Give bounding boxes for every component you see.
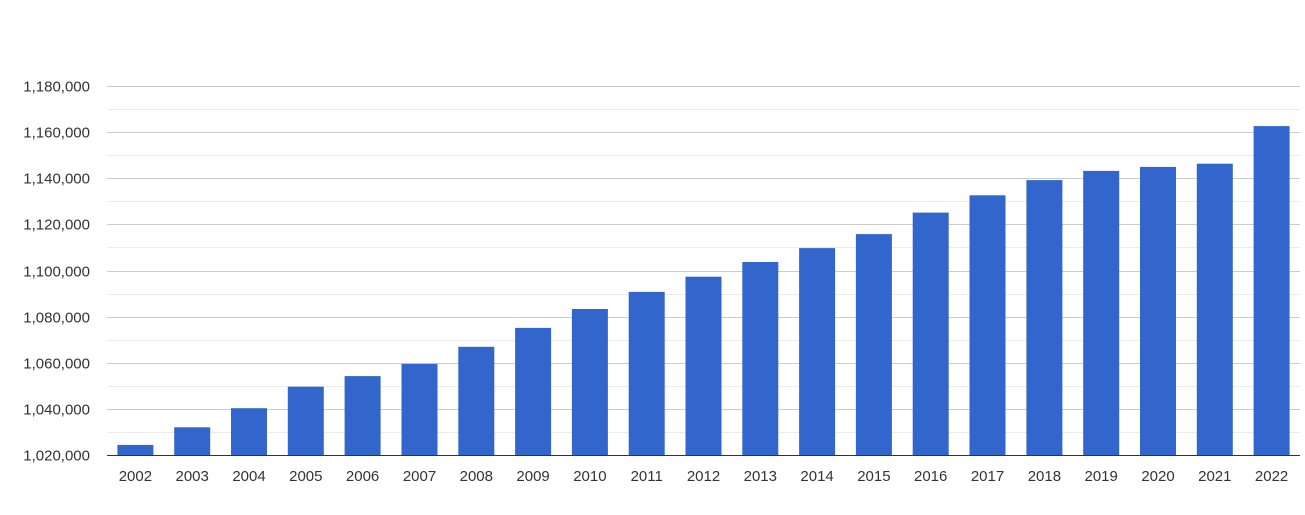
x-tick-label: 2013 (744, 468, 777, 485)
bar-2008 (458, 346, 495, 455)
y-tick-label: 1,060,000 (23, 356, 90, 373)
y-tick-label: 1,080,000 (23, 310, 90, 327)
bar-2022 (1253, 126, 1290, 455)
x-tick-label: 2002 (119, 468, 152, 485)
bar-2017 (969, 195, 1006, 456)
x-tick-label: 2010 (573, 468, 606, 485)
x-tick-label: 2012 (687, 468, 720, 485)
bar-2015 (855, 234, 892, 455)
y-tick-label: 1,140,000 (23, 171, 90, 188)
y-tick-label: 1,120,000 (23, 217, 90, 234)
bar-2006 (344, 376, 381, 455)
y-axis-tick-labels: 1,020,000 1,040,000 1,060,000 1,080,000 1,10… (23, 79, 90, 465)
x-tick-label: 2017 (971, 468, 1004, 485)
bar-2010 (571, 309, 608, 455)
bar-2011 (628, 291, 665, 455)
x-tick-label: 2004 (232, 468, 265, 485)
x-tick-label: 2009 (516, 468, 549, 485)
bar-2003 (174, 427, 211, 455)
x-tick-label: 2003 (176, 468, 209, 485)
bar-2007 (401, 363, 438, 455)
x-tick-label: 2006 (346, 468, 379, 485)
x-tick-label: 2015 (857, 468, 890, 485)
y-tick-label: 1,160,000 (23, 125, 90, 142)
x-tick-label: 2019 (1085, 468, 1118, 485)
x-tick-label: 2020 (1141, 468, 1174, 485)
bar-2009 (515, 327, 552, 455)
bar-2012 (685, 276, 722, 455)
bar-2016 (912, 212, 949, 455)
x-tick-label: 2016 (914, 468, 947, 485)
bar-2020 (1140, 166, 1176, 455)
x-tick-label: 2018 (1028, 468, 1061, 485)
y-tick-label: 1,100,000 (23, 264, 90, 281)
y-tick-label: 1,040,000 (23, 402, 90, 419)
bar-2014 (799, 248, 836, 455)
bars (117, 126, 1290, 456)
x-axis-tick-labels: 2002 2003 2004 2005 2006 2007 2008 2009 2010 2011… (119, 468, 1289, 485)
bar-2005 (287, 386, 324, 455)
bar-2021 (1196, 163, 1233, 455)
x-tick-label: 2021 (1198, 468, 1231, 485)
x-tick-label: 2005 (289, 468, 322, 485)
bar-2013 (742, 262, 779, 455)
x-tick-label: 2007 (403, 468, 436, 485)
x-tick-label: 2011 (631, 468, 663, 485)
x-tick-label: 2022 (1255, 468, 1288, 485)
bar-2002 (117, 444, 154, 455)
y-tick-label: 1,180,000 (23, 79, 90, 96)
x-tick-label: 2008 (460, 468, 493, 485)
bar-2019 (1083, 170, 1120, 455)
y-tick-label: 1,020,000 (23, 448, 90, 465)
x-tick-label: 2014 (800, 468, 833, 485)
bar-2018 (1026, 180, 1063, 455)
bar-2004 (231, 408, 267, 455)
